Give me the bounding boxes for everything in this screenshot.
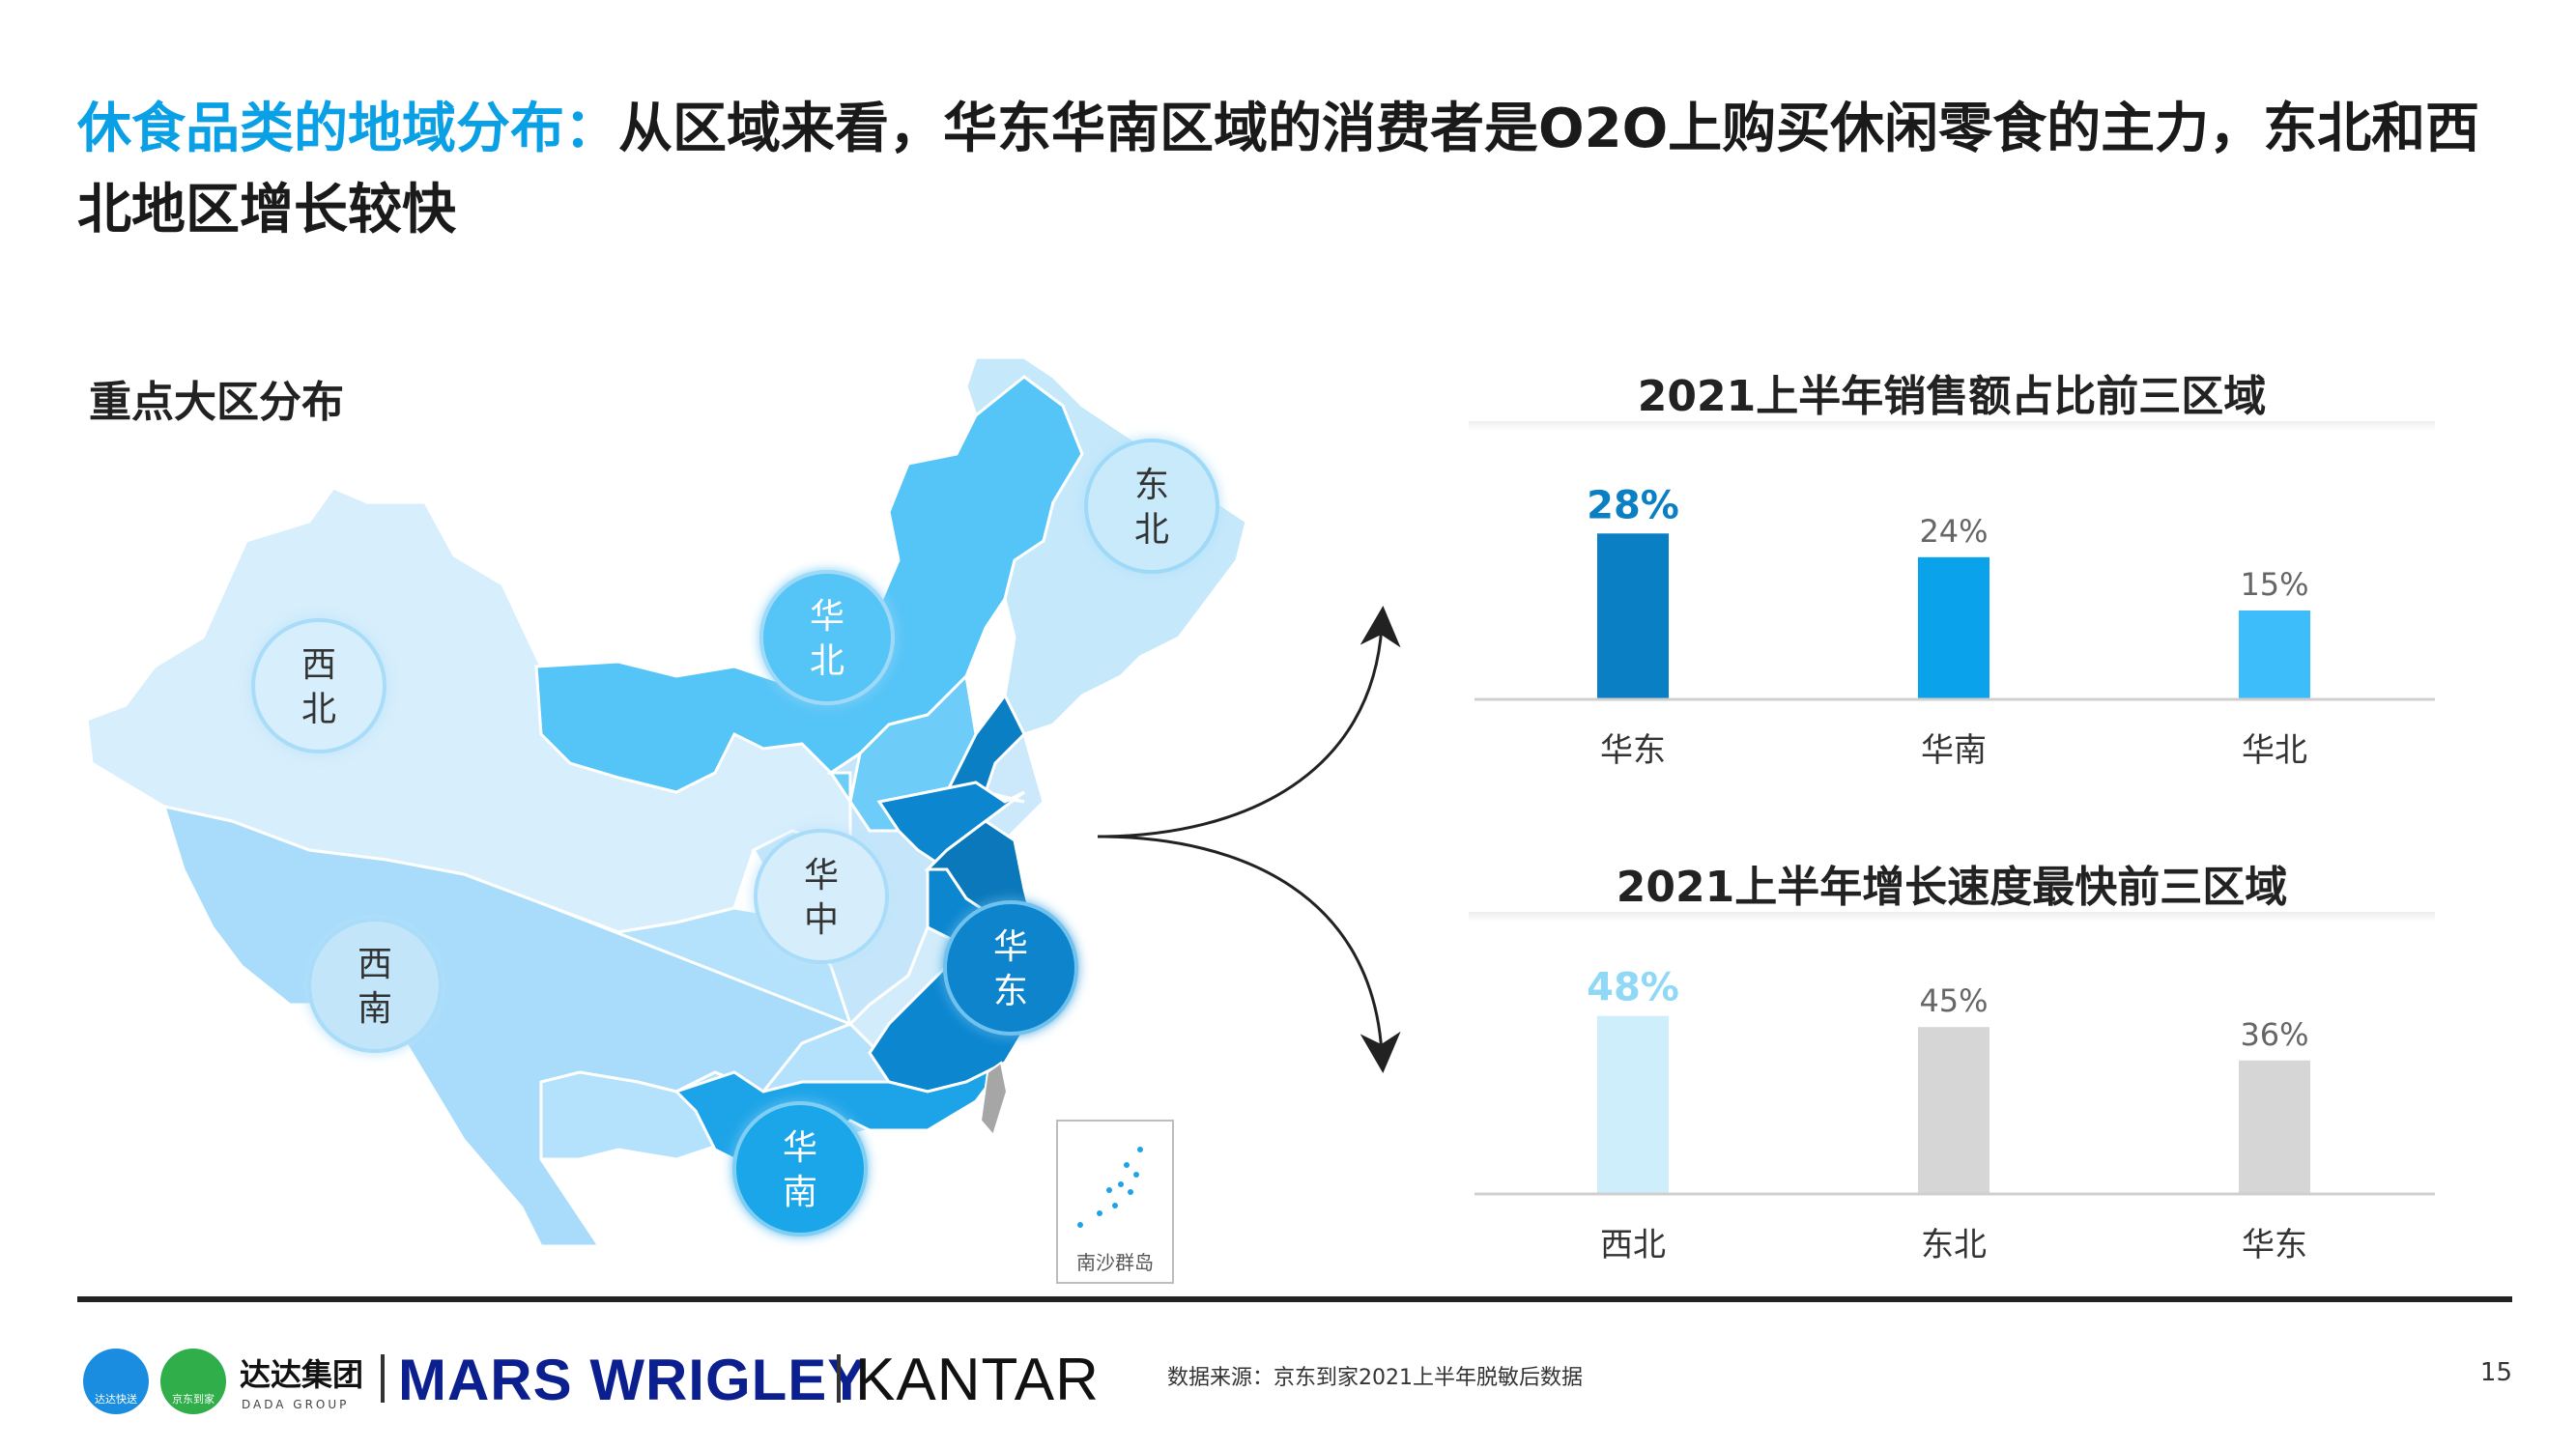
growth-bar-2	[2239, 1060, 2310, 1194]
sales-category-label-2: 华北	[2242, 731, 2307, 770]
bottom-rule	[77, 1296, 2512, 1302]
sales-bar-1	[1918, 556, 1989, 699]
bubble-northwest-line1: 西	[301, 645, 336, 685]
jd-daojia-icon	[160, 1349, 226, 1414]
bubble-south-line1: 华	[783, 1128, 817, 1168]
bubble-southwest-line1: 西	[358, 945, 392, 984]
growth-value-label-0: 48%	[1587, 966, 1679, 1010]
page-number: 15	[2479, 1358, 2512, 1387]
footer-separator-2	[837, 1354, 841, 1403]
growth-bar-0	[1597, 1015, 1669, 1194]
mars-wrigley-logo: MARS WRIGLEY	[398, 1348, 868, 1412]
sales-value-label-2: 15%	[2240, 566, 2308, 603]
growth-value-label-1: 45%	[1919, 982, 1988, 1019]
bubble-northeast-line2: 北	[1134, 510, 1169, 550]
south-sea-inset: 南沙群岛	[1056, 1120, 1174, 1284]
kantar-logo: KANTAR	[855, 1347, 1100, 1413]
bubble-northeast: 东 北	[1084, 439, 1219, 574]
dada-group-text: 达达集团	[240, 1356, 363, 1393]
bubble-south-line2: 南	[783, 1173, 817, 1212]
bubble-central-line1: 华	[804, 856, 839, 895]
map-section-label: 重点大区分布	[89, 378, 344, 427]
chart1-title-underline	[1469, 421, 2435, 431]
chart2-title-underline	[1469, 912, 2435, 922]
dada-group-logo: 达达快送 京东到家 达达集团 DADA GROUP	[83, 1349, 363, 1414]
bubble-east: 华 东	[943, 900, 1078, 1036]
dada-express-label: 达达快送	[95, 1392, 137, 1406]
growth-category-label-1: 东北	[1921, 1226, 1987, 1264]
dada-group-sub: DADA GROUP	[242, 1398, 349, 1411]
growth-value-label-2: 36%	[2240, 1016, 2308, 1053]
title-highlight: 休食品类的地域分布：	[77, 98, 618, 160]
sales-category-label-1: 华南	[1921, 731, 1987, 770]
bubble-northwest-line2: 北	[301, 690, 336, 729]
bubble-north-line2: 北	[810, 641, 844, 681]
page-title: 休食品类的地域分布：从区域来看，华东华南区域的消费者是O2O上购买休闲零食的主力…	[77, 89, 2512, 251]
title-text: 从区域来看，华东华南区域的消费者是O2O上购买休闲零食的主力，东北和西北地区增长…	[77, 98, 2480, 242]
bubble-northwest: 西 北	[251, 618, 386, 753]
bubble-east-line1: 华	[993, 927, 1028, 967]
south-sea-label: 南沙群岛	[1076, 1251, 1154, 1274]
growth-category-label-2: 华东	[2242, 1226, 2307, 1264]
bubble-north-line1: 华	[810, 597, 844, 637]
arrow-down	[1097, 835, 1401, 1073]
growth-bar-1	[1918, 1027, 1989, 1194]
growth-category-label-0: 西北	[1600, 1226, 1666, 1264]
bubble-southwest-line2: 南	[358, 989, 392, 1029]
region-taiwan	[979, 1061, 1009, 1138]
sales-value-label-1: 24%	[1919, 513, 1988, 550]
bubble-central: 华 中	[754, 829, 889, 964]
arrow-up	[1097, 606, 1401, 838]
dada-express-icon	[83, 1349, 149, 1414]
footer-separator-1	[381, 1354, 385, 1403]
data-source: 数据来源：京东到家2021上半年脱敏后数据	[1167, 1366, 1583, 1390]
sales-value-label-0: 28%	[1587, 483, 1679, 527]
sales-category-label-0: 华东	[1600, 731, 1666, 770]
bubble-east-line2: 东	[993, 972, 1028, 1011]
chart1-title: 2021上半年销售额占比前三区域	[1637, 372, 2267, 421]
sales-bar-2	[2239, 611, 2310, 699]
bubble-south: 华 南	[732, 1101, 868, 1236]
bubble-north: 华 北	[759, 570, 895, 705]
chart2-title: 2021上半年增长速度最快前三区域	[1616, 863, 2288, 912]
sales-bar-0	[1597, 533, 1669, 699]
jd-daojia-label: 京东到家	[172, 1392, 215, 1406]
bubble-southwest: 西 南	[307, 918, 443, 1053]
bubble-central-line2: 中	[804, 900, 839, 940]
bubble-northeast-line1: 东	[1134, 466, 1169, 505]
